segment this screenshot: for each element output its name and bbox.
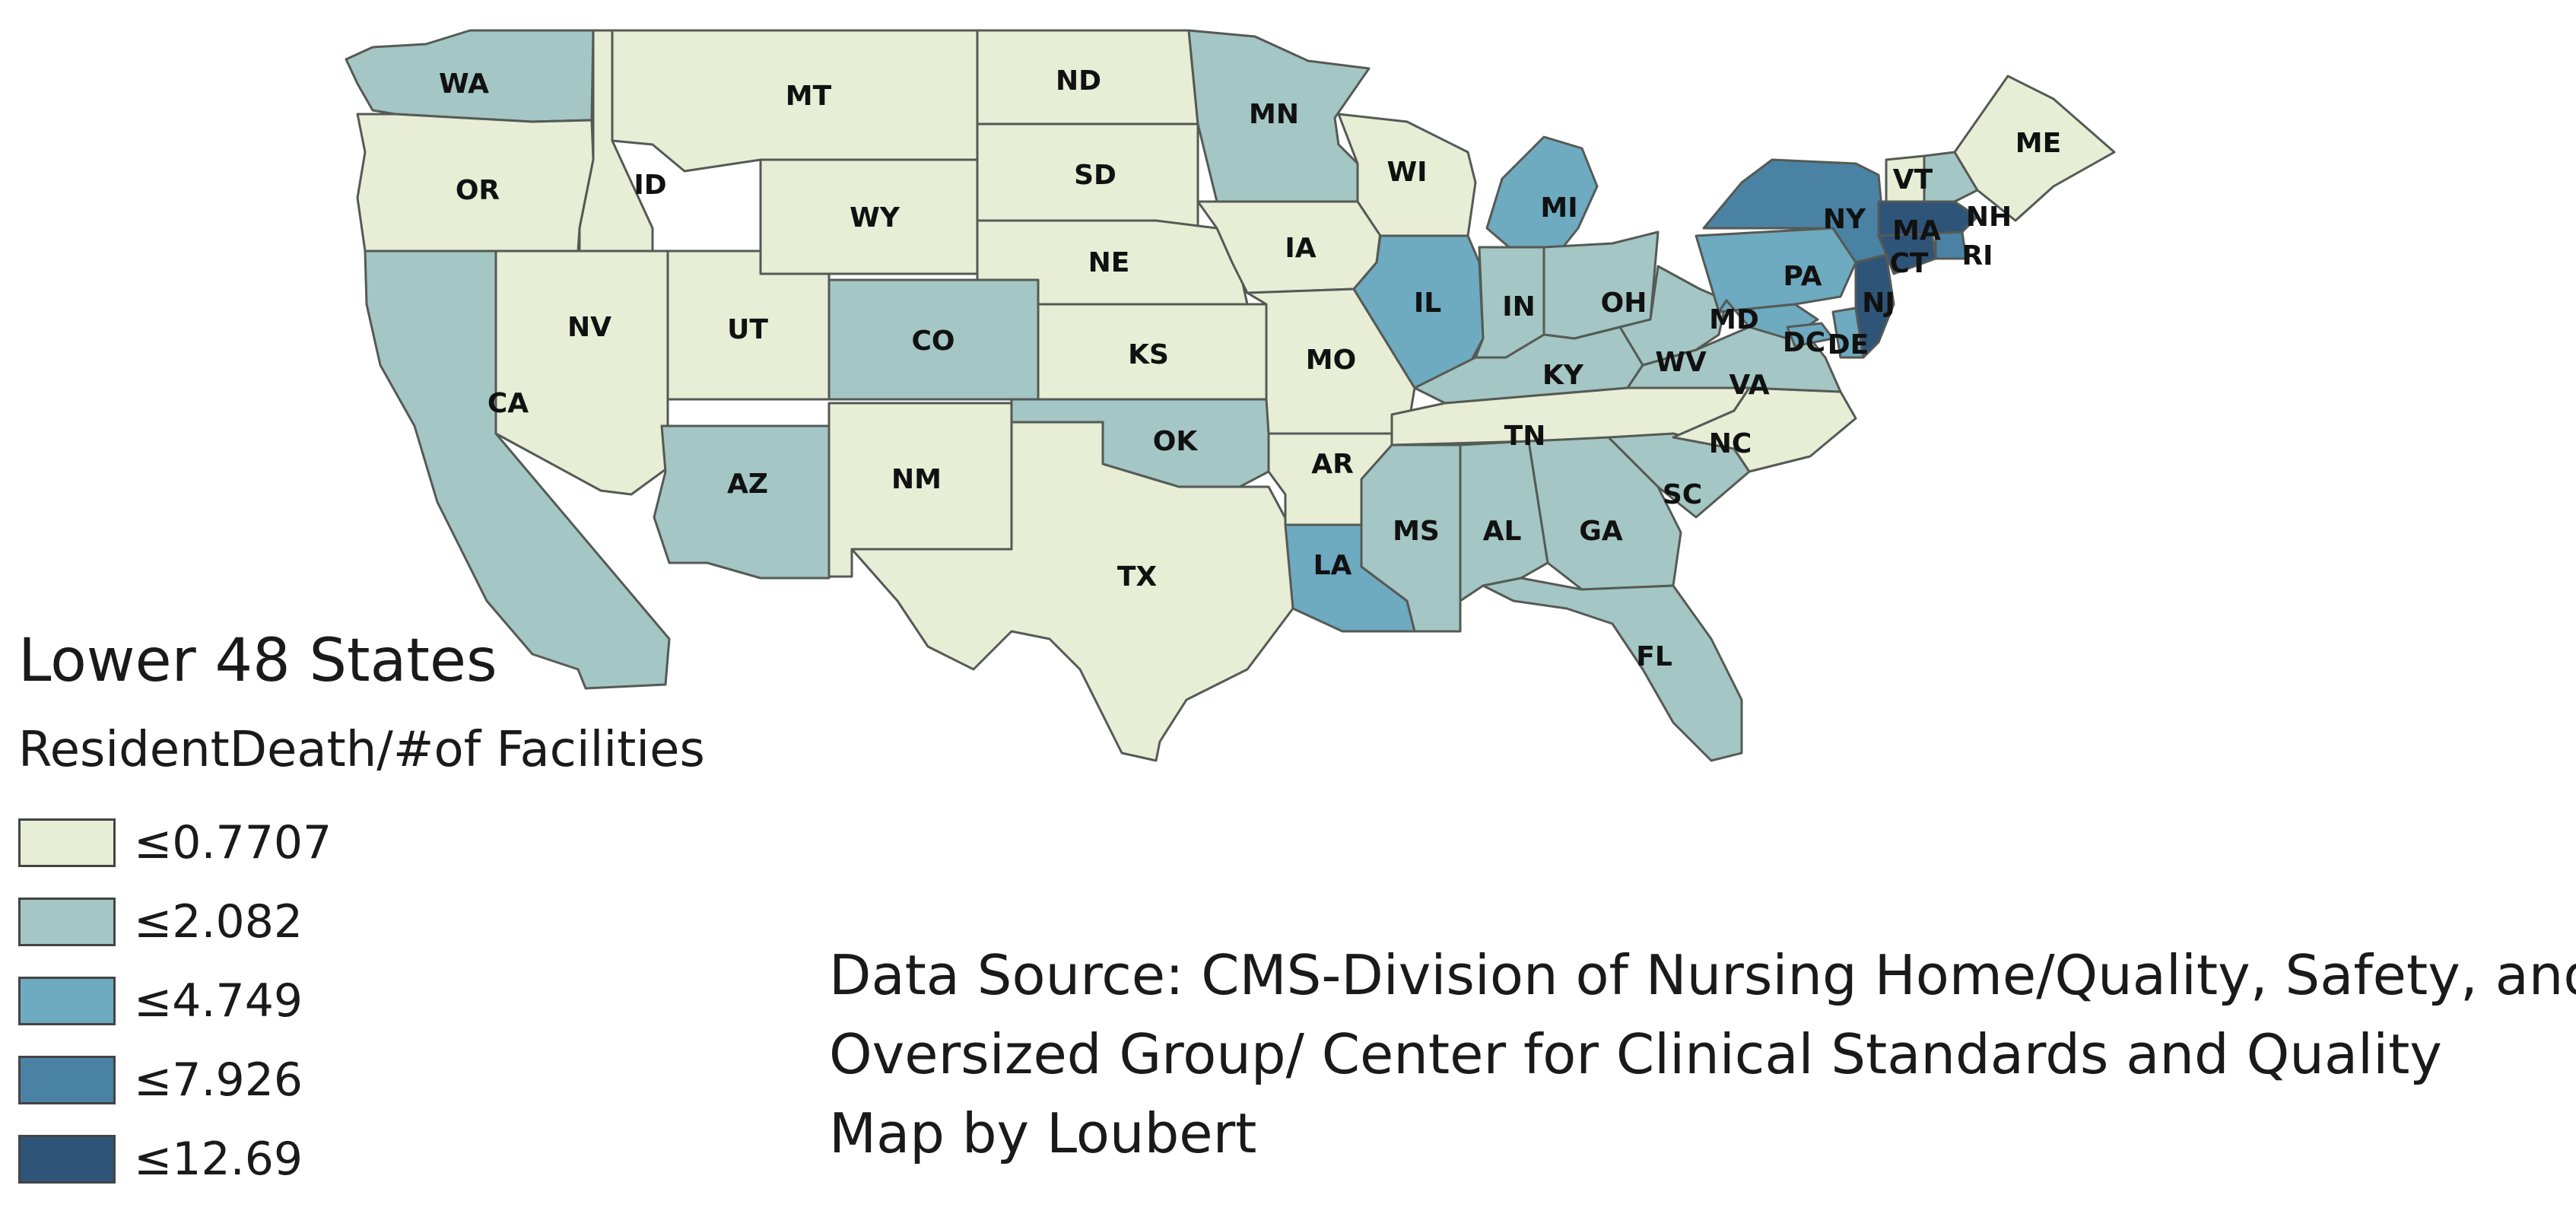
legend-item: ≤0.7707 <box>18 803 779 882</box>
state-ms <box>1360 443 1462 633</box>
state-label-wa: WA <box>439 68 489 100</box>
state-nc <box>1672 386 1857 473</box>
state-label-de: DE <box>1828 329 1869 361</box>
state-label-mn: MN <box>1249 99 1299 130</box>
legend-subtitle: ResidentDeath/#of Facilities <box>18 722 705 778</box>
legend: Lower 48 States ResidentDeath/#of Facili… <box>18 631 779 1199</box>
legend-swatch <box>18 1056 116 1104</box>
state-label-az: AZ <box>727 469 768 500</box>
state-label-tx: TX <box>1117 561 1158 593</box>
state-pa <box>1695 227 1857 313</box>
state-label-wv: WV <box>1655 347 1707 378</box>
state-label-va: VA <box>1729 370 1769 401</box>
legend-label: ≤2.082 <box>134 895 303 948</box>
legend-swatch <box>18 898 116 946</box>
state-label-nc: NC <box>1709 428 1752 459</box>
state-label-ky: KY <box>1542 360 1584 391</box>
state-label-ne: NE <box>1088 247 1130 278</box>
state-label-nm: NM <box>891 464 942 495</box>
state-label-mo: MO <box>1306 345 1356 376</box>
legend-label: ≤7.926 <box>134 1053 303 1107</box>
state-label-ri: RI <box>1961 240 1993 272</box>
state-label-al: AL <box>1483 516 1522 547</box>
state-label-ga: GA <box>1579 516 1623 547</box>
legend-label: ≤0.7707 <box>134 816 332 869</box>
source-line: Map by Loubert <box>829 1101 1257 1165</box>
state-label-la: LA <box>1313 550 1352 581</box>
state-label-ok: OK <box>1153 426 1199 457</box>
state-dc <box>1786 322 1834 348</box>
state-label-in: IN <box>1502 291 1536 323</box>
state-label-ks: KS <box>1128 339 1169 370</box>
state-ca <box>364 249 671 690</box>
state-label-fl: FL <box>1636 641 1672 672</box>
state-ny <box>1702 158 1888 264</box>
source-line: Data Source: CMS-Division of Nursing Hom… <box>829 943 2576 1007</box>
state-label-me: ME <box>2015 128 2061 159</box>
state-label-nd: ND <box>1056 65 1101 97</box>
state-label-ct: CT <box>1890 248 1929 279</box>
state-fl <box>1482 577 1743 762</box>
state-mn <box>1187 29 1371 203</box>
states-layer <box>345 29 2116 762</box>
legend-label: ≤4.749 <box>134 974 303 1028</box>
state-label-wi: WI <box>1386 157 1427 188</box>
state-label-oh: OH <box>1601 288 1647 319</box>
state-az <box>653 424 831 580</box>
state-label-wy: WY <box>850 202 900 234</box>
state-nh <box>1923 151 1979 203</box>
legend-item: ≤7.926 <box>18 1041 779 1120</box>
state-label-id: ID <box>634 170 666 201</box>
labels-layer: WA OR CA ID NV MT WY UT AZ CO NM ND SD NE KS OK TX MN IA MO… <box>439 65 2061 672</box>
state-label-pa: PA <box>1784 261 1822 292</box>
state-label-mi: MI <box>1540 192 1577 224</box>
data-source-note: Data Source: CMS-Division of Nursing Hom… <box>829 936 2576 1173</box>
legend-item: ≤4.749 <box>18 961 779 1041</box>
state-label-sc: SC <box>1663 479 1702 510</box>
state-label-nv: NV <box>567 312 611 343</box>
state-label-mt: MT <box>786 81 832 112</box>
state-label-dc: DC <box>1783 327 1825 358</box>
legend-swatch <box>18 818 116 867</box>
state-nv <box>494 249 669 496</box>
state-me <box>1953 75 2116 222</box>
state-label-md: MD <box>1709 304 1759 335</box>
state-label-nj: NJ <box>1862 288 1895 319</box>
state-label-ms: MS <box>1393 516 1440 547</box>
legend-label: ≤12.69 <box>134 1133 303 1186</box>
state-label-ut: UT <box>727 314 768 345</box>
source-line: Oversized Group/ Center for Clinical Sta… <box>829 1022 2442 1086</box>
legend-title: Lower 48 States <box>18 627 497 695</box>
legend-swatch <box>18 1135 116 1184</box>
legend-swatch <box>18 977 116 1025</box>
state-label-nh: NH <box>1966 202 2012 233</box>
state-label-ar: AR <box>1311 449 1354 480</box>
state-label-ia: IA <box>1285 233 1316 264</box>
state-label-or: OR <box>456 175 500 206</box>
state-ut <box>666 249 831 401</box>
legend-item: ≤2.082 <box>18 882 779 961</box>
state-label-sd: SD <box>1074 160 1116 191</box>
state-label-ma: MA <box>1892 215 1941 246</box>
state-label-co: CO <box>911 326 954 357</box>
legend-item: ≤12.69 <box>18 1120 779 1199</box>
state-label-ca: CA <box>488 388 529 419</box>
state-label-il: IL <box>1414 288 1441 319</box>
state-label-ny: NY <box>1823 204 1866 235</box>
state-tx <box>850 421 1294 762</box>
state-label-tn: TN <box>1504 421 1546 452</box>
state-label-vt: VT <box>1893 164 1933 195</box>
